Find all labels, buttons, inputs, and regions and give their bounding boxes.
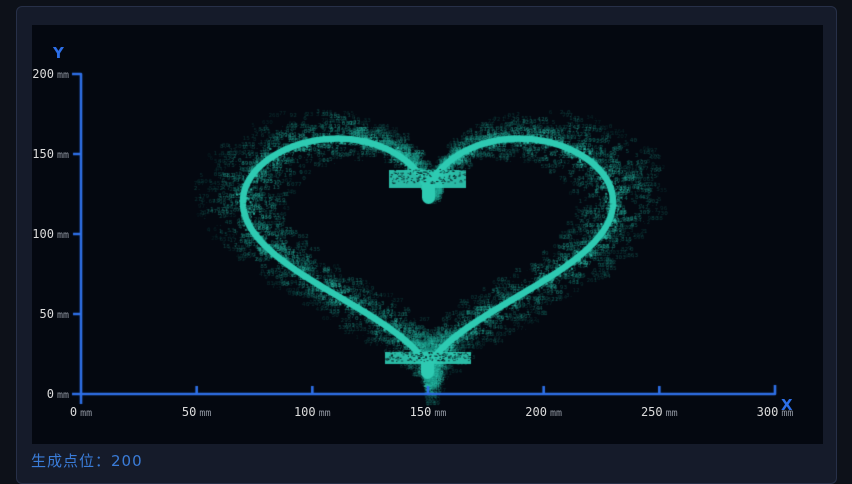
tick-unit: mm bbox=[549, 408, 563, 419]
x-tick-label: 100 mm bbox=[277, 404, 347, 420]
generated-points-label: 生成点位： bbox=[31, 452, 112, 470]
tick-value: 200 bbox=[525, 405, 547, 419]
x-tick-label: 250 mm bbox=[624, 404, 694, 420]
tick-value: 100 bbox=[293, 405, 316, 419]
app-background: { "status": { "label": "生成点位：", "value":… bbox=[16, 6, 837, 484]
x-tick-label: 0 mm bbox=[46, 404, 116, 420]
y-axis-title: Y bbox=[53, 44, 65, 62]
y-tick-label: 0 mm bbox=[32, 386, 69, 402]
tick-unit: mm bbox=[56, 230, 69, 241]
tick-unit: mm bbox=[56, 390, 69, 401]
tick-unit: mm bbox=[781, 408, 794, 419]
x-tick-label: 50 mm bbox=[162, 404, 232, 420]
tick-value: 250 bbox=[640, 405, 663, 419]
tick-value: 150 bbox=[32, 147, 54, 161]
tick-unit: mm bbox=[56, 310, 69, 321]
tick-value: 200 bbox=[32, 67, 54, 81]
tick-value: 50 bbox=[39, 307, 54, 321]
tick-unit: mm bbox=[56, 70, 69, 81]
y-tick-label: 50 mm bbox=[32, 306, 70, 322]
y-tick-label: 200 mm bbox=[32, 66, 69, 82]
status-line: 生成点位：200 bbox=[31, 450, 143, 471]
tick-value: 0 bbox=[69, 405, 78, 419]
x-tick-label: 300 mm bbox=[740, 404, 810, 420]
tick-unit: mm bbox=[318, 408, 331, 419]
tick-value: 0 bbox=[46, 387, 54, 401]
tick-value: 100 bbox=[32, 227, 54, 241]
y-tick-label: 100 mm bbox=[32, 226, 69, 242]
heart-scatter-canvas bbox=[32, 25, 823, 444]
tick-unit: mm bbox=[199, 408, 212, 419]
x-tick-label: 200 mm bbox=[509, 404, 579, 420]
tick-unit: mm bbox=[434, 408, 447, 419]
tick-value: 50 bbox=[181, 405, 197, 419]
tick-unit: mm bbox=[665, 408, 678, 419]
tick-value: 300 bbox=[756, 405, 779, 419]
y-tick-label: 150 mm bbox=[32, 146, 69, 162]
x-axis-title: X bbox=[781, 396, 794, 414]
generated-points-value: 200 bbox=[111, 452, 143, 470]
tick-unit: mm bbox=[80, 408, 93, 419]
chart-panel: Y X 0 mm 50 mm 100 mm 150 mm 200 mm 0 mm 50 mm 100 mm 1… bbox=[16, 6, 837, 484]
tick-unit: mm bbox=[56, 150, 69, 161]
tick-value: 150 bbox=[409, 405, 432, 419]
x-tick-label: 150 mm bbox=[393, 404, 463, 420]
plot-area: Y X 0 mm 50 mm 100 mm 150 mm 200 mm 0 mm 50 mm 100 mm 1… bbox=[32, 25, 823, 444]
